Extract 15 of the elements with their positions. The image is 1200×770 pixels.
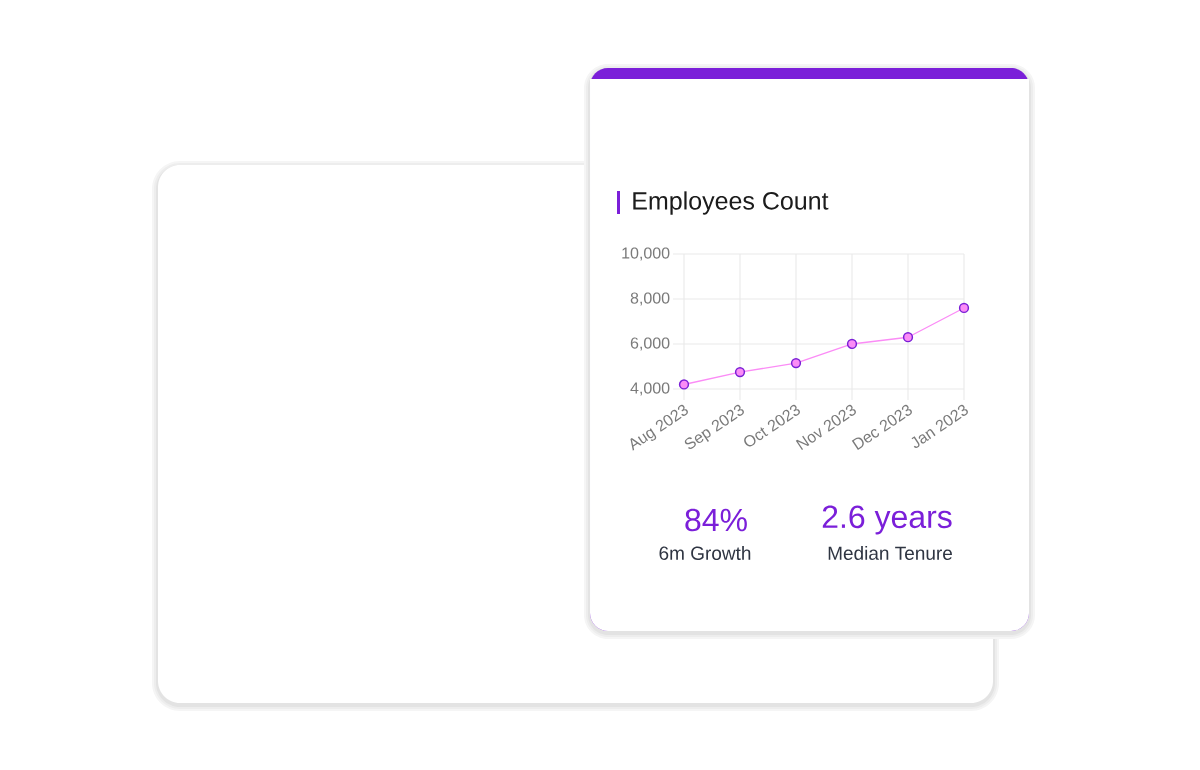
y-tick-label: 10,000 — [622, 247, 670, 261]
point — [790, 357, 802, 369]
text: 84% — [685, 508, 747, 532]
text: Median Tenure — [828, 546, 952, 560]
point — [902, 332, 914, 343]
y-tick-label: 6,000 — [630, 337, 670, 351]
y-tick-label: 8,000 — [630, 292, 670, 306]
point — [678, 379, 690, 390]
point — [958, 302, 970, 314]
text: 2.6 years — [822, 505, 952, 535]
y-tick-label: 4,000 — [630, 382, 670, 396]
point — [734, 366, 746, 378]
point — [846, 338, 858, 350]
chart-title: Employees Count — [633, 191, 829, 215]
text: 6m Growth — [659, 546, 751, 560]
